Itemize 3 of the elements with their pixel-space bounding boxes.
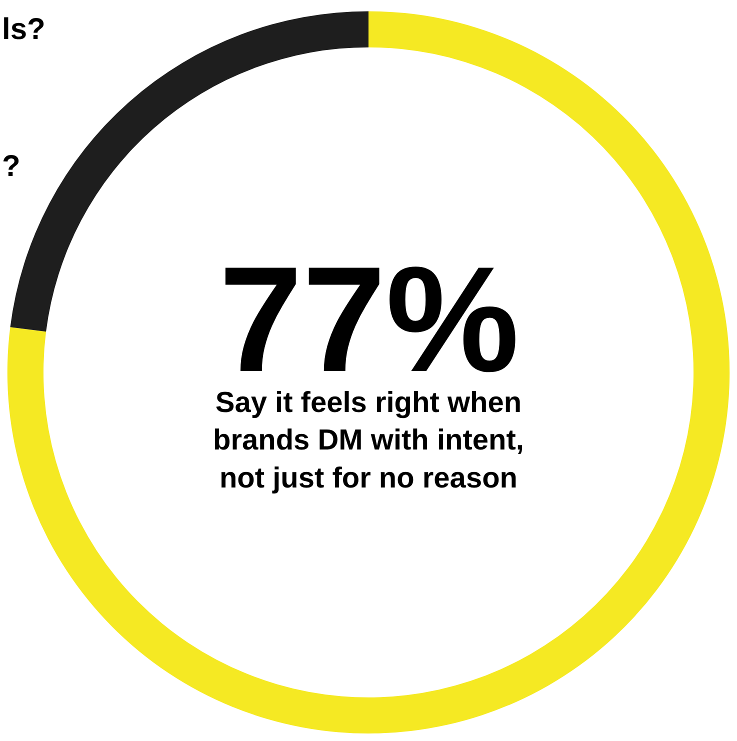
text: ls? <box>2 13 46 46</box>
text: Say it feels right when brands DM with intent, not just for no reason <box>213 387 524 494</box>
text: ? <box>2 150 20 183</box>
